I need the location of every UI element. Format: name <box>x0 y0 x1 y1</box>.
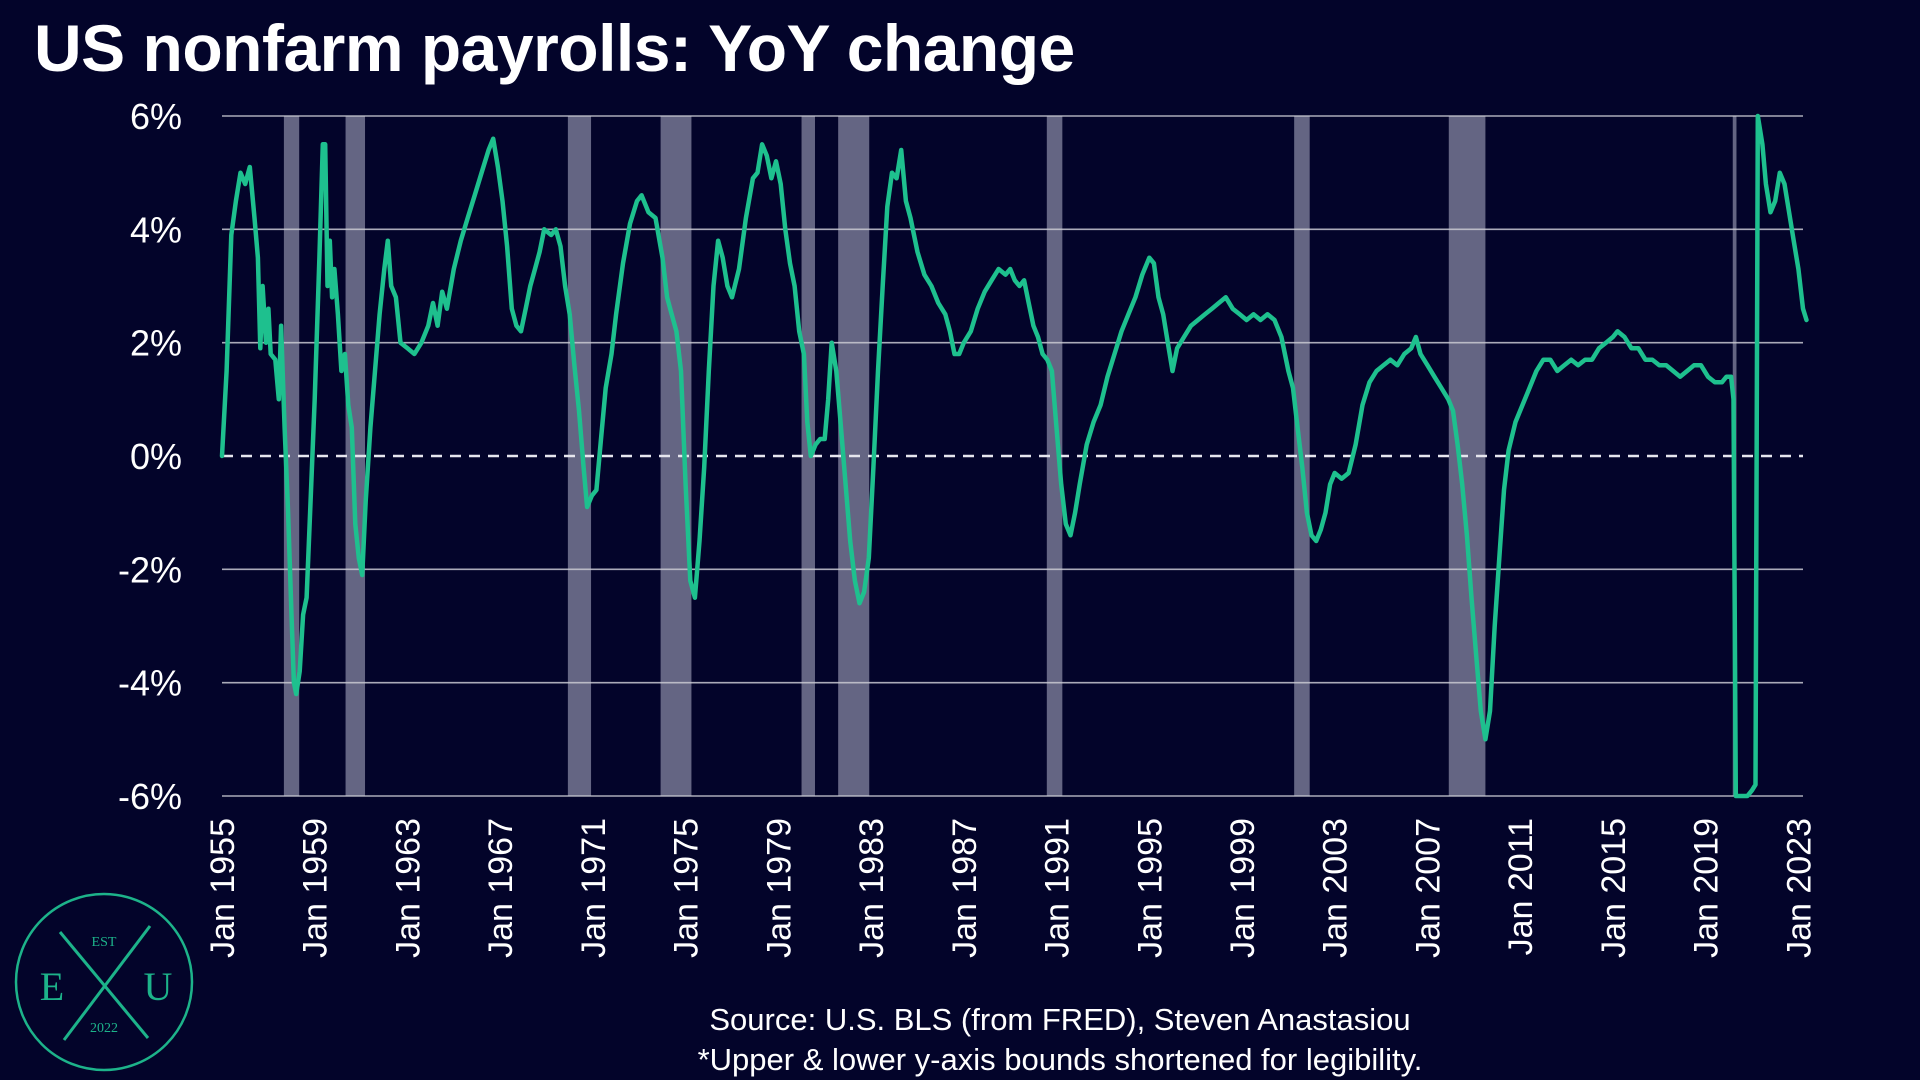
x-tick-label: Jan 1959 <box>297 818 335 958</box>
logo-bottom-text: 2022 <box>90 1021 118 1036</box>
y-axis-ticks: 6% 4% 2% 0% -2% -4% -6% <box>118 96 182 817</box>
x-tick-label: Jan 1975 <box>668 818 706 958</box>
y-tick-label: 0% <box>130 436 182 477</box>
x-tick-label: Jan 1979 <box>760 818 798 958</box>
gridlines <box>222 115 1803 797</box>
recession-band <box>1046 116 1063 796</box>
y-tick-label: -6% <box>118 776 182 817</box>
x-tick-label: Jan 1955 <box>204 818 242 958</box>
x-tick-label: Jan 1999 <box>1224 818 1262 958</box>
x-axis-ticks: Jan 1955 Jan 1959 Jan 1963 Jan 1967 Jan 1971… <box>204 818 1818 958</box>
x-tick-label: Jan 2019 <box>1688 818 1726 958</box>
recession-band <box>567 116 592 796</box>
x-tick-label: Jan 1971 <box>575 818 613 958</box>
logo-top-text: EST <box>92 935 117 950</box>
y-tick-label: 2% <box>130 323 182 364</box>
logo-left-letter: E <box>40 964 64 1009</box>
source-note: Source: U.S. BLS (from FRED), Steven Ana… <box>709 1002 1411 1037</box>
x-tick-label: Jan 2015 <box>1595 818 1633 958</box>
x-tick-label: Jan 2023 <box>1780 818 1818 958</box>
x-tick-label: Jan 1963 <box>389 818 427 958</box>
recession-band <box>801 116 815 796</box>
y-tick-label: -2% <box>118 549 182 590</box>
chart-area: 6%4%2%0%-2%-4%-6% Jan 1955 Jan 1959 Jan 19… <box>118 96 1818 958</box>
chart-title: US nonfarm payrolls: YoY change <box>34 11 1075 85</box>
x-tick-label: Jan 2007 <box>1409 818 1447 958</box>
x-tick-label: Jan 1995 <box>1131 818 1169 958</box>
y-tick-label: 6% <box>130 96 182 137</box>
x-tick-label: Jan 1991 <box>1039 818 1077 958</box>
recession-band <box>283 116 300 796</box>
axis-note: *Upper & lower y-axis bounds shortened f… <box>697 1042 1423 1077</box>
y-tick-label: 4% <box>130 209 182 250</box>
series-layer <box>219 113 1809 799</box>
x-tick-label: Jan 1983 <box>853 818 891 958</box>
x-tick-label: Jan 1987 <box>946 818 984 958</box>
x-tick-label: Jan 2011 <box>1502 818 1540 955</box>
x-tick-label: Jan 1967 <box>482 818 520 958</box>
y-tick-label: -4% <box>118 663 182 704</box>
series-line <box>219 113 1809 799</box>
x-tick-label: Jan 2003 <box>1317 818 1355 958</box>
exu-logo: EST E U 2022 <box>14 892 194 1072</box>
logo-right-letter: U <box>144 964 173 1009</box>
